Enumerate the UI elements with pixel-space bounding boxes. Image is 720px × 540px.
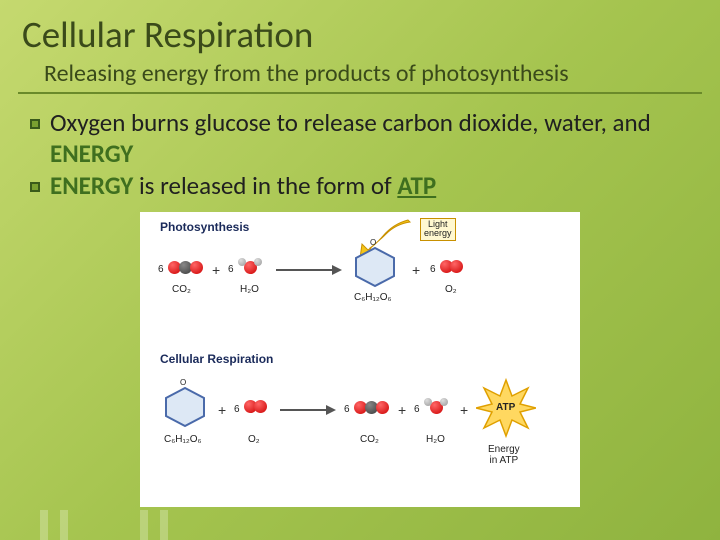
glucose-formula: C₆H₁₂O₆: [164, 434, 202, 445]
o2-formula: O₂: [445, 284, 457, 295]
bullet-text: Oxygen burns glucose to release carbon d…: [50, 108, 690, 169]
co2-formula: CO₂: [172, 284, 191, 295]
slide-title: Cellular Respiration: [0, 0, 720, 59]
bullet-icon: [30, 182, 40, 192]
coef-6: 6: [344, 404, 350, 415]
photosynthesis-label: Photosynthesis: [160, 220, 249, 234]
bullet-list: Oxygen burns glucose to release carbon d…: [0, 108, 720, 202]
glucose-o-label: O: [370, 238, 376, 247]
slide-decoration: [40, 500, 240, 540]
co2-molecule: [168, 258, 204, 276]
h2o-formula: H₂O: [426, 434, 445, 445]
cellular-respiration-label: Cellular Respiration: [160, 352, 273, 366]
bullet-text: ENERGY is released in the form of ATP: [50, 171, 436, 202]
plus-icon: +: [460, 402, 468, 418]
coef-6: 6: [430, 264, 436, 275]
coef-6: 6: [228, 264, 234, 275]
coef-6: 6: [158, 264, 164, 275]
reaction-diagram: Photosynthesis Lightenergy 6 CO₂ + 6 H₂O…: [140, 212, 580, 507]
coef-6: 6: [234, 404, 240, 415]
energy-word: ENERGY: [50, 138, 133, 169]
arrow-icon: [276, 264, 342, 276]
h2o-formula: H₂O: [240, 284, 259, 295]
glucose-hexagon: [352, 246, 398, 288]
o2-molecule: [244, 398, 270, 414]
plus-icon: +: [412, 262, 420, 278]
bullet-item: Oxygen burns glucose to release carbon d…: [30, 108, 690, 169]
energy-in-atp-label: Energyin ATP: [488, 444, 520, 466]
plus-icon: +: [212, 262, 220, 278]
energy-word: ENERGY: [50, 170, 133, 201]
o2-molecule: [440, 258, 466, 274]
glucose-formula: C₆H₁₂O₆: [354, 292, 392, 303]
arrow-icon: [280, 404, 336, 416]
light-energy-label: Lightenergy: [420, 218, 456, 242]
h2o-molecule: [238, 258, 264, 276]
slide-subtitle: Releasing energy from the products of ph…: [18, 59, 702, 94]
o2-formula: O₂: [248, 434, 260, 445]
atp-word: ATP: [397, 170, 436, 201]
coef-6: 6: [414, 404, 420, 415]
co2-molecule: [354, 398, 390, 416]
h2o-molecule: [424, 398, 450, 416]
plus-icon: +: [398, 402, 406, 418]
bullet-item: ENERGY is released in the form of ATP: [30, 171, 690, 202]
plus-icon: +: [218, 402, 226, 418]
co2-formula: CO₂: [360, 434, 379, 445]
glucose-hexagon: [162, 386, 208, 428]
atp-text: ATP: [496, 402, 515, 413]
bullet-icon: [30, 119, 40, 129]
glucose-o-label: O: [180, 378, 186, 387]
